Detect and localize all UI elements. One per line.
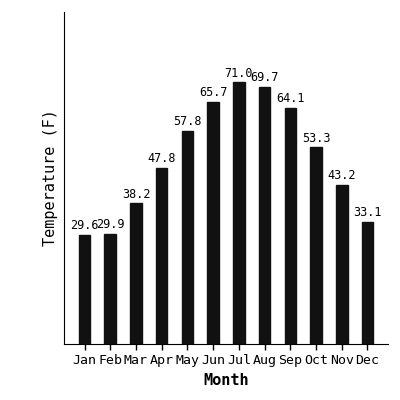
Text: 57.8: 57.8: [173, 115, 202, 128]
Bar: [104, 234, 116, 344]
Bar: [156, 168, 168, 344]
Text: 47.8: 47.8: [148, 152, 176, 165]
X-axis label: Month: Month: [203, 373, 249, 388]
Text: 29.9: 29.9: [96, 218, 124, 231]
Text: 53.3: 53.3: [302, 132, 330, 145]
Bar: [259, 87, 270, 344]
Bar: [207, 102, 219, 344]
Text: 38.2: 38.2: [122, 188, 150, 200]
Bar: [233, 82, 245, 344]
Text: 69.7: 69.7: [250, 71, 279, 84]
Bar: [310, 147, 322, 344]
Bar: [362, 222, 373, 344]
Bar: [182, 131, 193, 344]
Text: 71.0: 71.0: [225, 66, 253, 80]
Bar: [336, 185, 348, 344]
Bar: [130, 203, 142, 344]
Text: 64.1: 64.1: [276, 92, 304, 105]
Bar: [284, 108, 296, 344]
Text: 33.1: 33.1: [353, 206, 382, 219]
Text: 43.2: 43.2: [328, 169, 356, 182]
Text: 65.7: 65.7: [199, 86, 227, 99]
Bar: [79, 235, 90, 344]
Text: 29.6: 29.6: [70, 219, 99, 232]
Y-axis label: Temperature (F): Temperature (F): [44, 110, 58, 246]
